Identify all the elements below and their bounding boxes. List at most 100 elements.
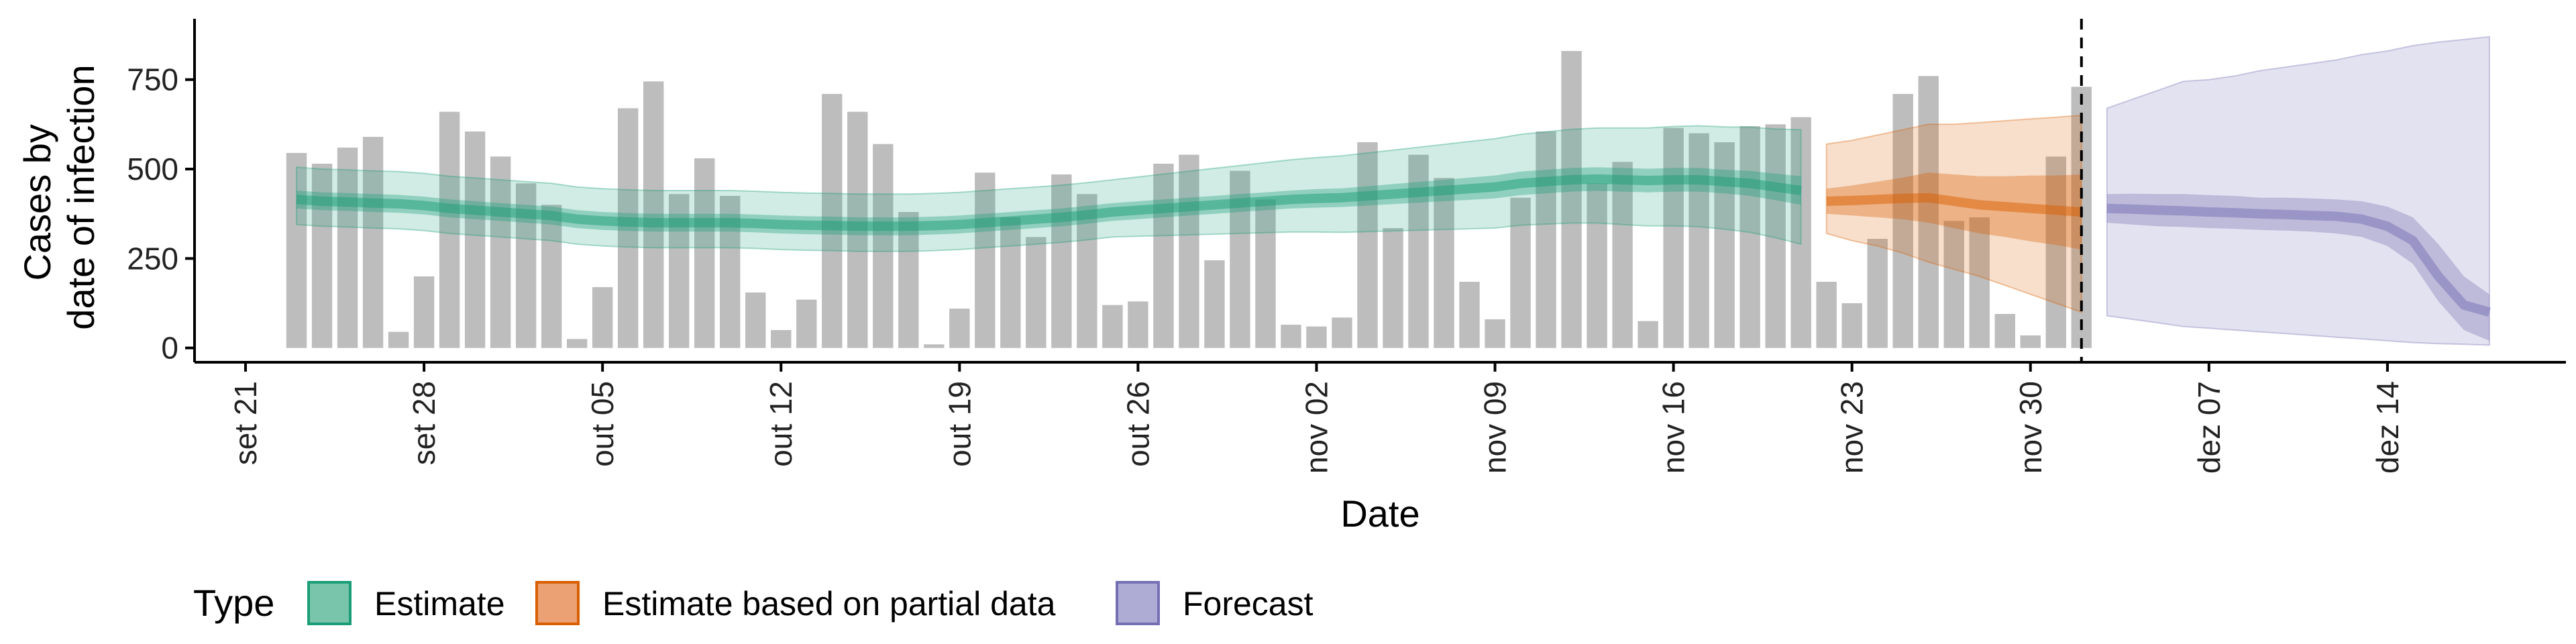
case-bar — [1102, 305, 1123, 348]
legend-title: Type — [193, 582, 274, 624]
case-bar — [1612, 162, 1633, 348]
case-bar — [1536, 131, 1556, 348]
case-bar — [1510, 197, 1531, 348]
y-axis-title-line-2: date of infection — [60, 64, 102, 329]
x-tick-label: out 12 — [763, 381, 798, 467]
case-bar — [745, 292, 766, 348]
case-bar — [1000, 217, 1021, 348]
case-bar — [771, 330, 792, 348]
case-bar — [796, 299, 817, 348]
y-axis-ticks: 0 250 500 750 — [127, 62, 195, 366]
case-bar — [1994, 314, 2015, 348]
estimate-based-on-partial-data-median-line — [1826, 193, 2082, 217]
case-bar — [1892, 94, 1913, 348]
case-bar — [362, 137, 384, 348]
case-bar — [1765, 124, 1786, 348]
legend-label: Estimate based on partial data — [602, 585, 1056, 623]
y-tick-label: 500 — [127, 152, 178, 186]
case-bar — [439, 111, 460, 348]
x-tick-label: nov 30 — [2013, 381, 2048, 474]
case-bar — [1357, 142, 1378, 348]
legend-label: Forecast — [1183, 585, 1313, 623]
case-bar — [1739, 126, 1760, 348]
x-axis-ticks: set 21 set 28 out 05 out 12 out 19 out 26 nov … — [228, 362, 2405, 474]
case-bar — [617, 108, 639, 348]
forecast-outer-band — [2106, 36, 2490, 346]
estimate-based-on-partial-data-outer-band — [1825, 114, 2082, 313]
case-bar — [975, 172, 996, 348]
case-bar — [1332, 317, 1352, 348]
case-bar — [1485, 319, 1505, 348]
legend: Type Estimate Estimate based on partial d… — [193, 581, 1313, 625]
case-bar — [388, 331, 409, 348]
forecast-median-line — [2106, 203, 2491, 317]
case-bar — [464, 131, 486, 348]
case-bar — [643, 81, 664, 348]
y-axis-title: Cases by date of infection — [16, 64, 102, 329]
legend-label: Estimate — [374, 585, 505, 623]
y-tick-label: 250 — [127, 241, 178, 276]
case-bar — [949, 309, 970, 348]
case-bar — [924, 344, 945, 348]
x-tick-label: set 28 — [407, 381, 441, 465]
case-bar — [1128, 301, 1148, 348]
case-bar — [1587, 183, 1607, 348]
bars-layer — [286, 51, 2092, 348]
case-bar — [1790, 117, 1811, 348]
case-bar — [1841, 303, 1862, 348]
case-bar — [1051, 174, 1072, 348]
case-bar — [1816, 282, 1837, 348]
case-bar — [1969, 217, 1990, 348]
case-bar — [1918, 76, 1939, 348]
case-bar — [1663, 127, 1684, 348]
median-layer — [296, 174, 2491, 317]
case-bar — [1434, 178, 1454, 348]
legend-swatch — [307, 581, 352, 625]
y-axis-title-line-1: Cases by — [16, 124, 58, 280]
case-bar — [1561, 51, 1582, 348]
case-bar — [2045, 156, 2066, 348]
x-tick-label: nov 16 — [1656, 381, 1691, 474]
x-tick-label: out 05 — [585, 381, 620, 467]
case-bar — [1688, 133, 1709, 348]
case-bar — [694, 158, 715, 348]
x-tick-label: nov 23 — [1835, 381, 1870, 474]
x-tick-label: nov 02 — [1299, 381, 1334, 474]
case-bar — [898, 212, 919, 348]
x-tick-label: dez 07 — [2192, 381, 2226, 474]
case-bar — [1943, 221, 1964, 348]
y-tick-label: 750 — [127, 62, 178, 97]
case-bar — [1638, 321, 1658, 348]
legend-swatch — [1116, 581, 1160, 625]
x-tick-label: dez 14 — [2370, 381, 2405, 474]
case-bar — [592, 287, 613, 348]
case-bar — [1204, 260, 1225, 348]
x-tick-label: nov 09 — [1478, 381, 1513, 474]
x-axis-title: Date — [1340, 492, 1419, 535]
case-bar — [490, 156, 511, 348]
case-bar — [1026, 237, 1046, 348]
case-bar — [311, 164, 333, 348]
case-bar — [286, 153, 307, 348]
y-tick-label: 0 — [161, 331, 178, 366]
case-bar — [1383, 228, 1403, 348]
case-bar — [1179, 154, 1199, 348]
case-bar — [1867, 239, 1888, 348]
case-bar — [1153, 164, 1174, 348]
case-bar — [2020, 335, 2041, 348]
case-bar — [566, 339, 588, 348]
case-bar — [873, 144, 894, 348]
case-bar — [1306, 326, 1327, 348]
case-bar — [1459, 282, 1480, 348]
case-bar — [413, 276, 435, 348]
x-tick-label: set 21 — [228, 381, 263, 465]
x-tick-label: out 26 — [1120, 381, 1155, 467]
case-bar — [541, 205, 562, 348]
case-bar — [1408, 154, 1429, 348]
case-bar — [1281, 325, 1301, 348]
x-tick-label: out 19 — [942, 381, 977, 467]
legend-swatch — [535, 581, 580, 625]
estimate-median-line — [296, 174, 1802, 231]
estimate-based-on-partial-data-inner-band — [1826, 172, 2082, 250]
